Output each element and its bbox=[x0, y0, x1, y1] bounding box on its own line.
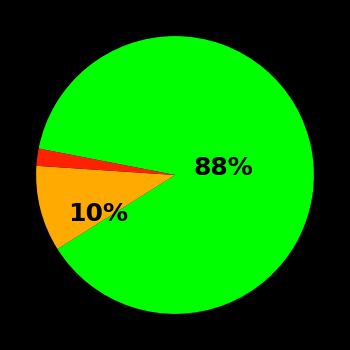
Wedge shape bbox=[36, 148, 175, 175]
Text: 10%: 10% bbox=[69, 202, 128, 226]
Wedge shape bbox=[36, 166, 175, 249]
Wedge shape bbox=[38, 36, 314, 314]
Text: 88%: 88% bbox=[194, 156, 253, 180]
